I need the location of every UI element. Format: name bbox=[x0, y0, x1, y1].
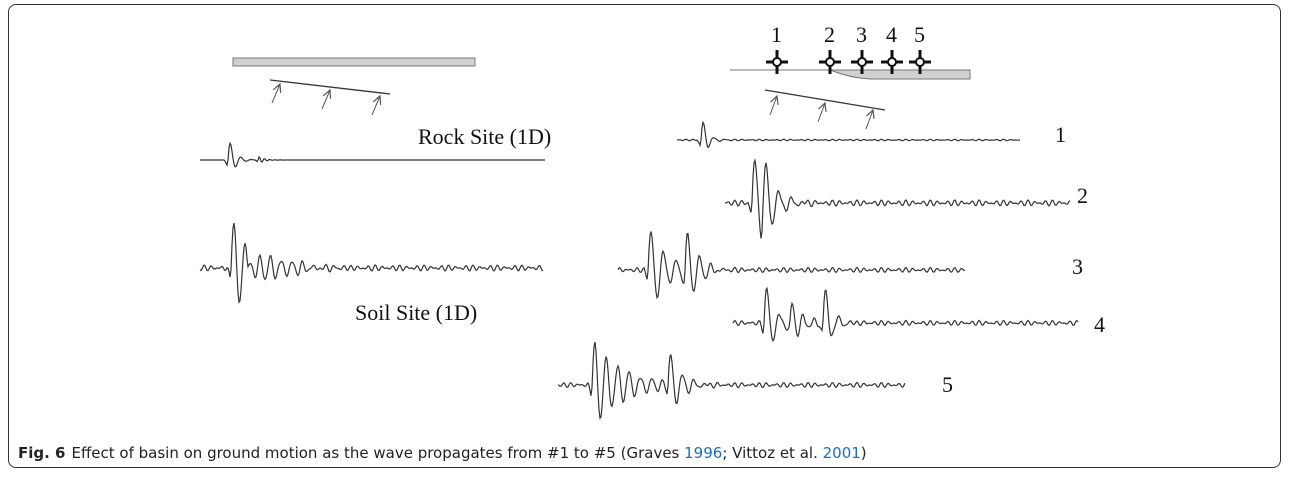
station-marker bbox=[916, 58, 924, 66]
station-marker bbox=[773, 58, 781, 66]
rock-label: Rock Site (1D) bbox=[418, 124, 551, 149]
seismogram bbox=[558, 342, 905, 418]
seismogram bbox=[200, 223, 543, 302]
arrow bbox=[866, 110, 873, 129]
rock-layer bbox=[233, 58, 475, 66]
caption: Fig. 6 Effect of basin on ground motion a… bbox=[18, 444, 867, 462]
station-label: 1 bbox=[771, 22, 782, 47]
seismogram bbox=[618, 232, 965, 298]
trace-label: 3 bbox=[1072, 254, 1083, 279]
station-label: 5 bbox=[914, 22, 925, 47]
seismogram bbox=[677, 122, 1020, 147]
soil-label: Soil Site (1D) bbox=[355, 300, 477, 325]
arrow bbox=[770, 96, 777, 115]
caption-text: Effect of basin on ground motion as the … bbox=[71, 444, 684, 462]
page: {"left_panel": {"rock_label": "Rock Site… bbox=[0, 0, 1290, 479]
seismogram bbox=[733, 288, 1078, 340]
caption-text: ) bbox=[861, 444, 867, 462]
basin bbox=[830, 70, 970, 79]
station-marker bbox=[858, 58, 866, 66]
caption-text: ; Vittoz et al. bbox=[722, 444, 822, 462]
arrow bbox=[818, 103, 825, 122]
wavefront bbox=[765, 90, 885, 110]
station-marker bbox=[888, 58, 896, 66]
station-label: 4 bbox=[886, 22, 897, 47]
wavefront bbox=[270, 80, 390, 94]
seismogram bbox=[725, 160, 1070, 238]
trace-label: 4 bbox=[1094, 312, 1105, 337]
arrow bbox=[272, 84, 280, 103]
caption-label: Fig. 6 bbox=[18, 444, 65, 462]
station-marker bbox=[826, 58, 834, 66]
arrow bbox=[372, 96, 380, 115]
citation-link[interactable]: 1996 bbox=[684, 444, 722, 462]
citation-link[interactable]: 2001 bbox=[823, 444, 861, 462]
station-label: 2 bbox=[824, 22, 835, 47]
station-label: 3 bbox=[856, 22, 867, 47]
trace-label: 1 bbox=[1055, 122, 1066, 147]
trace-label: 2 bbox=[1077, 183, 1088, 208]
trace-label: 5 bbox=[942, 372, 953, 397]
arrow bbox=[322, 90, 330, 109]
